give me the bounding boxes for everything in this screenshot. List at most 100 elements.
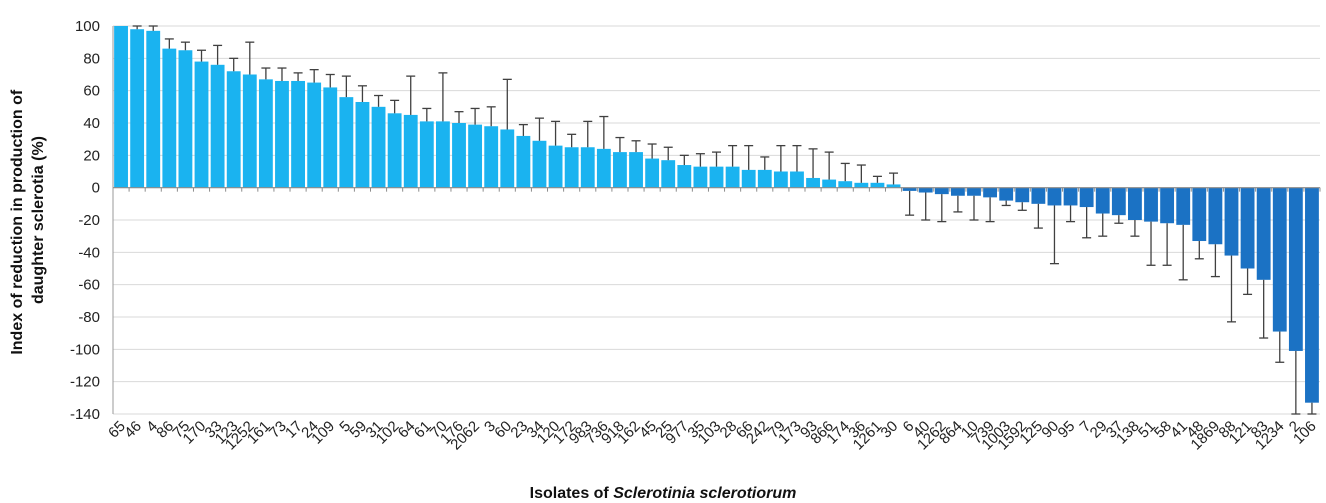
bar-1592 bbox=[1015, 187, 1030, 203]
bar-173 bbox=[790, 171, 804, 188]
bar-106 bbox=[1305, 187, 1319, 403]
bar-174 bbox=[838, 181, 853, 188]
bar-48 bbox=[1192, 187, 1207, 242]
bar-65 bbox=[114, 26, 128, 188]
y-tick-label: -80 bbox=[78, 309, 100, 326]
y-tick-label: 100 bbox=[75, 18, 100, 35]
bar-46 bbox=[130, 29, 145, 188]
bar-64 bbox=[403, 114, 418, 188]
bar-120 bbox=[548, 145, 563, 188]
bar-88 bbox=[1224, 187, 1239, 256]
bar-79 bbox=[773, 171, 788, 188]
bar-1261 bbox=[870, 182, 885, 188]
bar-40 bbox=[918, 187, 933, 193]
bar-25 bbox=[661, 160, 676, 188]
y-tick-label: 20 bbox=[83, 147, 100, 164]
error-bars-group bbox=[132, 25, 1317, 415]
bar-51 bbox=[1144, 187, 1158, 222]
bar-739 bbox=[983, 187, 998, 198]
bar-162 bbox=[629, 152, 643, 188]
y-tick-label: -40 bbox=[78, 244, 100, 261]
bar-75 bbox=[178, 50, 193, 188]
bar-109 bbox=[323, 87, 338, 188]
y-tick-label: -140 bbox=[70, 406, 100, 423]
bar-61 bbox=[419, 121, 434, 188]
bar-45 bbox=[645, 158, 660, 188]
bar-242 bbox=[757, 169, 772, 188]
bar-29 bbox=[1095, 187, 1110, 214]
bar-864 bbox=[950, 187, 965, 196]
bar-3 bbox=[484, 126, 499, 188]
bar-86 bbox=[162, 48, 177, 188]
bar-176 bbox=[452, 123, 466, 188]
bar-93 bbox=[806, 177, 820, 188]
bar-6 bbox=[902, 187, 917, 191]
bar-28 bbox=[725, 166, 740, 188]
bar-10 bbox=[967, 187, 981, 196]
bar-41 bbox=[1176, 187, 1191, 225]
y-axis-label-line-2: daughter sclerotia (%) bbox=[30, 136, 47, 304]
bar-35 bbox=[693, 166, 708, 188]
bar-36 bbox=[854, 182, 869, 188]
axes-group bbox=[112, 26, 1321, 414]
bar-95 bbox=[1063, 187, 1078, 206]
bar-73 bbox=[275, 80, 289, 188]
x-axis-label-species: Sclerotinia sclerotiorum bbox=[613, 485, 796, 502]
bar-977 bbox=[677, 165, 692, 188]
bars-group bbox=[114, 26, 1319, 403]
bar-103 bbox=[709, 166, 724, 188]
y-tick-label: -120 bbox=[70, 374, 100, 391]
bar-83 bbox=[1256, 187, 1271, 280]
bar-736 bbox=[596, 148, 611, 188]
bar-59 bbox=[355, 101, 370, 188]
y-tick-label: 80 bbox=[83, 50, 100, 67]
y-tick-label: -100 bbox=[70, 341, 100, 358]
bar-1869 bbox=[1208, 187, 1223, 245]
x-tick-label: 46 bbox=[121, 418, 145, 442]
bar-37 bbox=[1111, 187, 1126, 216]
bar-30 bbox=[886, 184, 901, 188]
bar-90 bbox=[1047, 187, 1062, 206]
bar-4 bbox=[146, 30, 161, 188]
bar-161 bbox=[258, 79, 273, 188]
bar-17 bbox=[291, 80, 305, 188]
x-tick-labels: 6546486751703312312521617317241095593110… bbox=[105, 418, 1320, 454]
bar-2 bbox=[1288, 187, 1303, 351]
bar-172 bbox=[564, 147, 579, 188]
bar-34 bbox=[532, 140, 547, 188]
y-tick-label: 0 bbox=[92, 180, 100, 197]
bar-1262 bbox=[934, 187, 949, 195]
x-axis-label: Isolates of Sclerotinia sclerotiorum bbox=[530, 485, 797, 502]
bar-60 bbox=[500, 129, 515, 188]
y-tick-label: -20 bbox=[78, 212, 100, 229]
bar-983 bbox=[580, 147, 595, 188]
bar-170 bbox=[194, 61, 209, 188]
bar-121 bbox=[1240, 187, 1255, 269]
bar-1252 bbox=[242, 74, 257, 188]
bar-23 bbox=[516, 135, 531, 188]
bar-31 bbox=[371, 106, 386, 188]
y-axis-label-line-1: Index of reduction in production of bbox=[9, 89, 26, 355]
y-axis-label: Index of reduction in production of daug… bbox=[9, 85, 47, 354]
bar-102 bbox=[387, 113, 402, 188]
x-axis-label-prefix: Isolates of bbox=[530, 485, 614, 502]
bar-918 bbox=[613, 152, 627, 188]
bar-33 bbox=[210, 64, 225, 188]
bar-2062 bbox=[468, 124, 483, 188]
bar-138 bbox=[1128, 187, 1142, 220]
bar-1003 bbox=[999, 187, 1014, 201]
y-tick-labels: 100 80 60 40 20 0 -20 -40 -60 -80 -100 -120 -140 bbox=[70, 18, 100, 423]
y-tick-label: 60 bbox=[83, 83, 100, 100]
bar-7 bbox=[1079, 187, 1094, 208]
x-tick-label: 30 bbox=[878, 418, 902, 442]
bar-70 bbox=[435, 121, 450, 188]
bar-24 bbox=[307, 82, 322, 188]
bar-125 bbox=[1031, 187, 1046, 204]
bar-5 bbox=[339, 97, 354, 188]
x-tick-label: 95 bbox=[1055, 418, 1079, 442]
y-tick-label: 40 bbox=[83, 115, 100, 132]
bar-58 bbox=[1160, 187, 1175, 224]
bar-66 bbox=[741, 169, 756, 188]
bar-123 bbox=[226, 71, 241, 188]
